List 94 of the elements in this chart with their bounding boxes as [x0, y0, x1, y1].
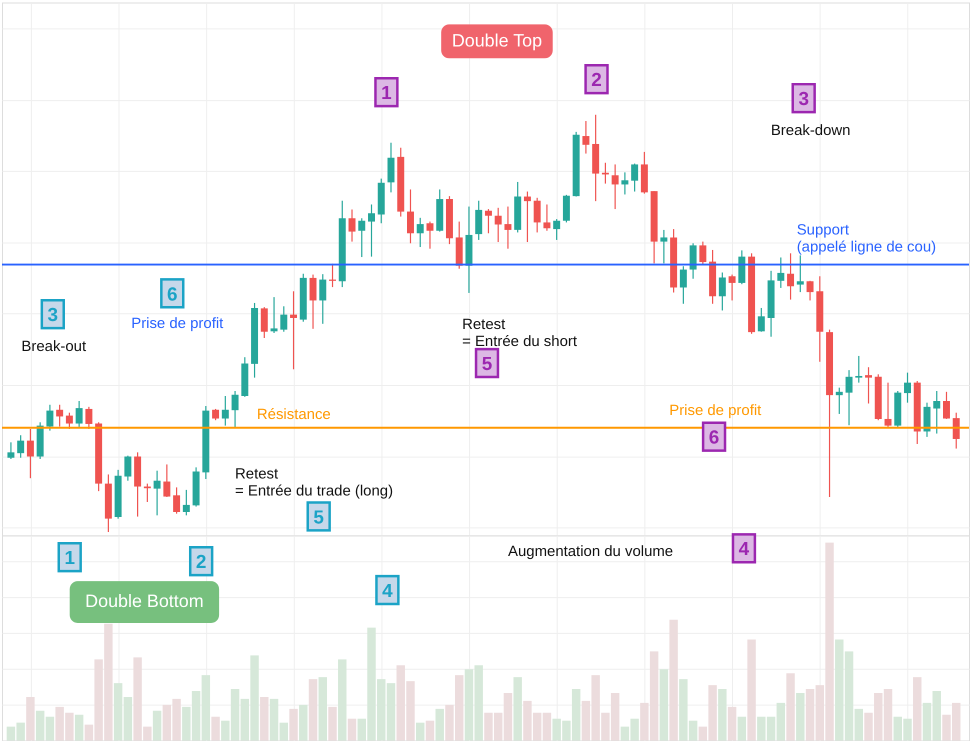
candlestick [76, 400, 83, 428]
candlestick [416, 217, 424, 248]
candlestick [232, 390, 239, 429]
bar [260, 696, 269, 740]
candlestick [553, 218, 560, 241]
candlestick [329, 263, 336, 288]
candlestick [631, 162, 638, 192]
candlestick [534, 197, 541, 234]
candlestick [680, 266, 687, 304]
candlestick [319, 274, 326, 324]
candlestick [348, 208, 356, 242]
candlestick [524, 190, 531, 243]
text: 2 [591, 70, 602, 92]
candlestick [582, 120, 590, 154]
annotation: 5 [482, 354, 492, 376]
ref-line-label: Support (appelé ligne de cou) [796, 222, 936, 256]
candlestick [66, 412, 73, 430]
annotation: 6 [708, 428, 720, 449]
annotation: Double Bottom [85, 591, 204, 612]
text: Double Top [452, 30, 542, 50]
annotation: Prise de profit [669, 402, 762, 419]
annotation: 4 [738, 539, 750, 560]
candlestick [124, 455, 132, 482]
candlestick [310, 274, 317, 330]
candlestick [26, 428, 34, 479]
candlestick [85, 406, 92, 430]
candlestick [358, 218, 366, 258]
candlestick [806, 280, 814, 302]
text: 1 [381, 83, 392, 104]
candlestick [543, 204, 550, 232]
candlestick [836, 387, 843, 415]
candlestick [846, 370, 853, 426]
candlestick [865, 366, 872, 404]
candlestick [222, 395, 229, 426]
bar [747, 640, 756, 740]
candlestick [46, 404, 54, 432]
bar [728, 706, 736, 740]
candlestick [612, 164, 619, 210]
annotation: Break-out [21, 338, 87, 356]
text: 3 [798, 89, 809, 110]
candlestick [796, 254, 804, 293]
bar [669, 620, 678, 740]
candlestick [777, 256, 784, 289]
candlestick [290, 290, 298, 370]
candlestick [621, 172, 628, 196]
candlestick [407, 188, 414, 244]
annotation: 1 [64, 548, 75, 570]
candlestick [182, 489, 190, 516]
annotation: Retest = Entrée du short [462, 316, 578, 350]
annotation: 6 [167, 284, 178, 306]
candlestick [484, 208, 492, 234]
bar [328, 706, 337, 740]
candlestick [494, 207, 502, 243]
annotation: 4 [382, 581, 394, 602]
candlestick [17, 434, 24, 458]
candlestick [163, 464, 170, 498]
candlestick [154, 470, 161, 516]
candlestick [368, 204, 375, 258]
bar [348, 718, 356, 740]
candlestick [504, 206, 512, 250]
candlestick [728, 274, 736, 302]
bar [211, 716, 220, 740]
candlestick [173, 486, 180, 514]
candlestick [260, 306, 268, 339]
candlestick [280, 306, 288, 332]
ref-line-label: Résistance [256, 406, 331, 423]
annotation: 2 [196, 552, 206, 574]
bar [308, 679, 318, 740]
candlestick [943, 391, 950, 420]
annotation: Augmentation du volume [508, 543, 674, 560]
bar [289, 708, 298, 740]
candlestick [426, 220, 434, 250]
candlestick [933, 390, 940, 434]
candlestick [952, 412, 960, 450]
bar [26, 696, 35, 740]
bar [913, 677, 922, 740]
candlestick [56, 404, 64, 428]
annotation: Retest = Entrée du trade (long) [235, 466, 394, 500]
candlestick [718, 272, 726, 312]
annotation: Break-down [770, 122, 850, 139]
candlestick [212, 408, 220, 421]
candlestick [758, 307, 765, 332]
candlestick [660, 229, 668, 264]
bar [426, 720, 434, 740]
candlestick [884, 382, 892, 428]
candlestick [7, 442, 14, 460]
bar [786, 673, 795, 740]
annotation: Prise de profit [131, 315, 224, 332]
annotation: 3 [48, 305, 58, 326]
candlestick [699, 241, 706, 265]
candlestick [904, 372, 911, 404]
candlestick [270, 296, 278, 334]
annotation: 5 [313, 507, 324, 528]
candlestick [787, 252, 794, 300]
